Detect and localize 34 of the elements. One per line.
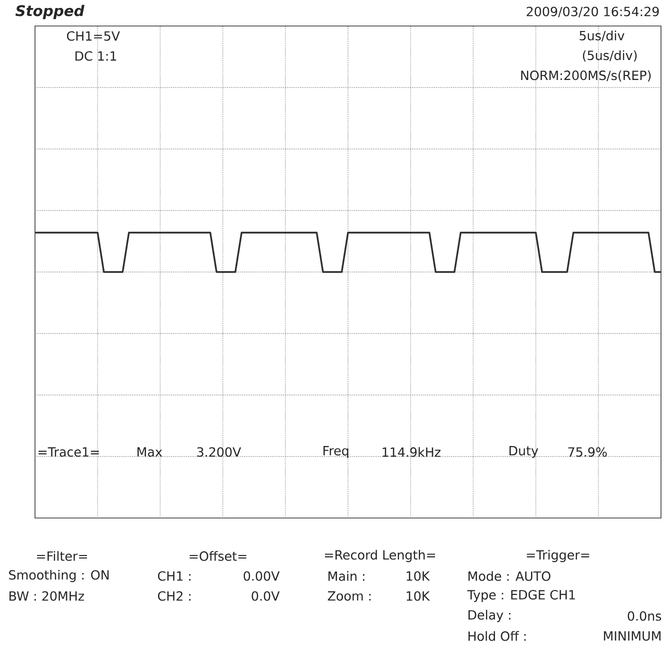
text: (5us/div) [582, 50, 637, 62]
text: DC 1:1 [76, 51, 116, 61]
text: Delay : [468, 610, 510, 622]
text: CH1 : [158, 571, 190, 581]
text: 114.9kHz [382, 447, 440, 457]
text: Duty [510, 446, 538, 458]
text: Freq [324, 446, 348, 458]
text: Stopped [16, 4, 84, 20]
text: NORM:200MS/s(REP) [521, 70, 651, 82]
text: MINIMUM [604, 631, 661, 641]
text: 3.200V [197, 447, 242, 457]
text: CH1=5V [66, 31, 120, 41]
text: 2009/03/20 16:54:29 [526, 6, 659, 18]
text: 10K [406, 571, 430, 581]
text: 0.0V [252, 591, 280, 601]
text: BW : 20MHz [10, 591, 84, 601]
text: Type : EDGE CH1 [467, 590, 575, 602]
text: Mode : AUTO [468, 571, 550, 581]
text: 5us/div [580, 30, 624, 42]
text: =Record Length= [324, 550, 436, 562]
text: =Offset= [190, 551, 246, 561]
text: Hold Off : [468, 631, 526, 641]
text: 10K [406, 591, 430, 601]
text: =Trigger= [526, 550, 590, 562]
text: 0.0ns [628, 611, 662, 621]
text: =Trace1= [38, 447, 99, 457]
text: Main : [328, 571, 364, 581]
text: Max [138, 447, 162, 457]
text: 75.9% [568, 447, 607, 457]
text: CH2 : [158, 591, 190, 601]
text: Smoothing : ON [9, 570, 109, 582]
text: =Filter= [37, 551, 87, 561]
text: 0.00V [244, 571, 280, 581]
text: Zoom : [328, 591, 371, 601]
